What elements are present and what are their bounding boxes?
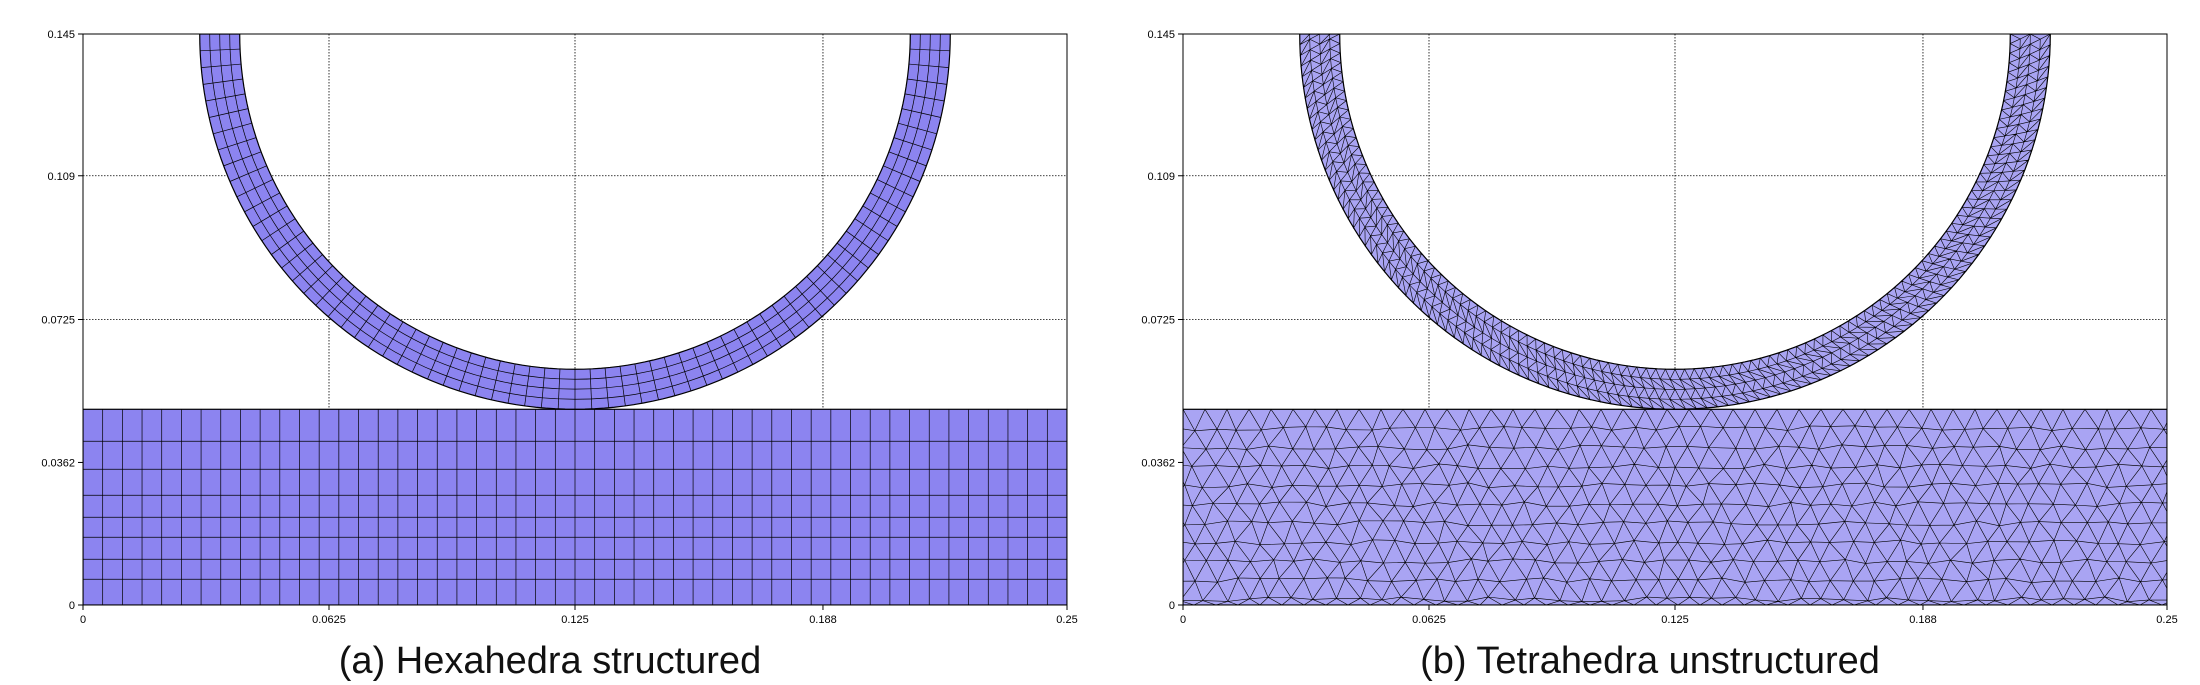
x-tick-label: 0.125	[561, 614, 589, 625]
mesh-plot-hexahedra: 0 0.0625 0.125 0.188 0.25 0 0.0362 0.0725 0.109 0…	[41, 29, 1077, 625]
y-tick-label: 0.0362	[1141, 457, 1175, 469]
y-tick-label: 0	[69, 600, 75, 612]
y-tick-label: 0.0362	[41, 457, 75, 469]
x-tick-label: 0	[80, 614, 86, 625]
y-tick-label: 0.145	[1147, 29, 1175, 41]
slab-mesh	[83, 408, 1067, 605]
y-tick-label: 0.109	[47, 171, 75, 183]
mesh-plot-tetrahedra: 0 0.0625 0.125 0.188 0.25 0 0.0362 0.0725 0.109 0…	[1141, 29, 2177, 625]
ring-mesh	[1299, 34, 2052, 411]
tick-labels: 0 0.0625 0.125 0.188 0.25 0 0.0362 0.0725 0.109 0…	[41, 29, 1077, 625]
y-tick-label: 0	[1169, 600, 1175, 612]
panel-hexahedra: 0 0.0625 0.125 0.188 0.25 0 0.0362 0.0725 0.109 0…	[41, 29, 1077, 682]
x-tick-label: 0.25	[1056, 614, 1077, 625]
y-tick-label: 0.145	[47, 29, 75, 41]
hex-mesh	[83, 34, 1067, 605]
y-tick-label: 0.0725	[41, 315, 75, 327]
slab-triangles	[1183, 409, 2167, 605]
slab-body	[1183, 408, 2167, 605]
x-tick-label: 0.25	[2156, 614, 2177, 625]
ring-arc-line	[219, 34, 931, 390]
ring-body	[199, 34, 951, 410]
x-tick-label: 0	[1180, 614, 1186, 625]
panel-tetrahedra: 0 0.0625 0.125 0.188 0.25 0 0.0362 0.0725 0.109 0…	[1100, 0, 2200, 685]
x-tick-label: 0.125	[1661, 614, 1689, 625]
ring-arc-line	[209, 34, 941, 400]
ring-mesh	[199, 34, 951, 410]
tick-labels: 0 0.0625 0.125 0.188 0.25 0 0.0362 0.0725 0.109 0…	[1141, 29, 2177, 625]
slab-mesh	[1183, 408, 2167, 605]
ring-triangles	[1299, 34, 2052, 411]
x-tick-label: 0.0625	[1412, 614, 1446, 625]
x-tick-label: 0.188	[1909, 614, 1937, 625]
caption-hexahedra: (a) Hexahedra structured	[338, 640, 762, 682]
caption-tetrahedra: (b) Tetrahedra unstructured	[1420, 640, 1880, 682]
x-tick-label: 0.0625	[312, 614, 346, 625]
x-tick-label: 0.188	[809, 614, 837, 625]
y-tick-label: 0.109	[1147, 171, 1175, 183]
ring-arc-line	[229, 34, 921, 380]
tet-mesh	[1183, 34, 2167, 605]
y-tick-label: 0.0725	[1141, 315, 1175, 327]
